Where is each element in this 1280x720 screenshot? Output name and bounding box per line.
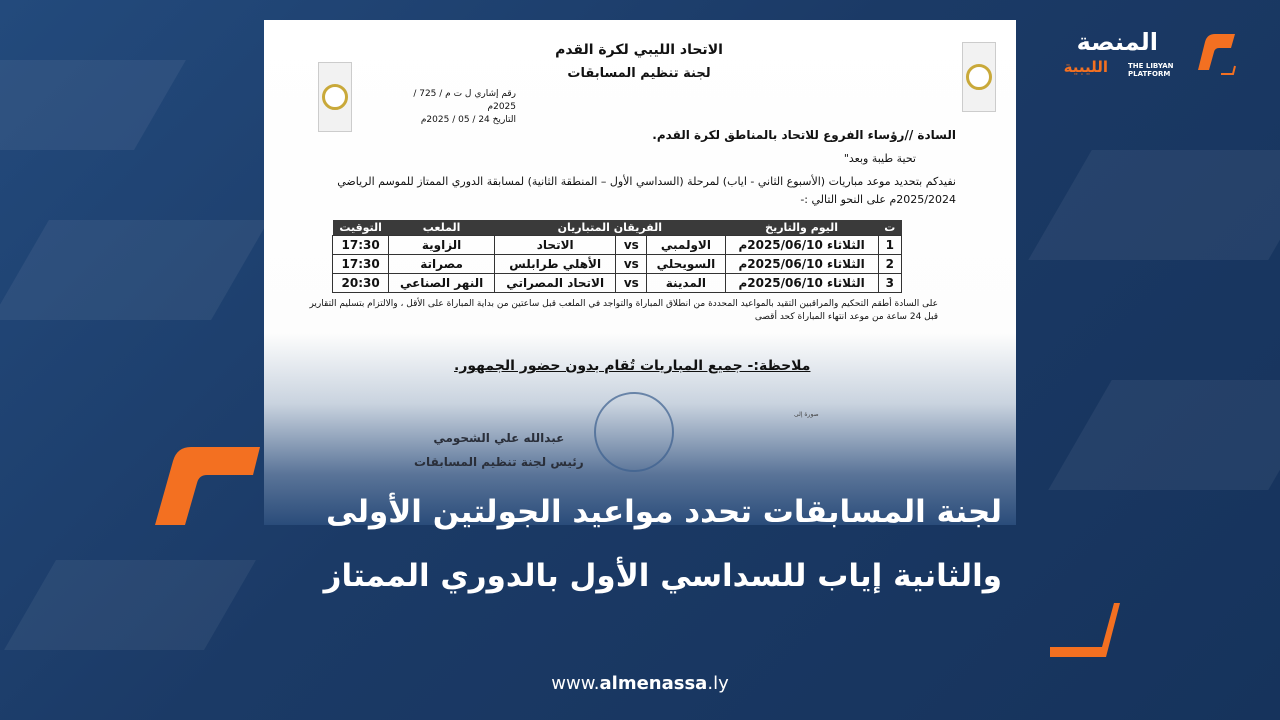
headline-line: لجنة المسابقات تحدد مواعيد الجولتين الأو… — [325, 494, 1002, 530]
brand-name-en: THE LIBYAN PLATFORM — [1128, 62, 1174, 78]
table-row: 1 الثلاثاء 2025/06/10م الاولمبي vs الاتحاد ال… — [331, 235, 903, 255]
brand-bracket-icon — [1198, 34, 1236, 75]
doc-body: 2025/2024م على النحو التالي :- — [800, 193, 956, 206]
doc-ref: رقم إشاري ل ت م / 725 / 2025م التاريخ 24 … — [413, 89, 516, 125]
doc-body: نفيدكم بتحديد موعد مباريات (الأسبوع الثا… — [337, 175, 956, 188]
orange-bracket-icon — [1050, 603, 1120, 657]
doc-cc: صورة إلى — [794, 411, 819, 418]
signature-block: عبدالله علي الشحومي رئيس لجنة تنظيم المسا… — [414, 431, 584, 469]
doc-org: الاتحاد الليبي لكرة القدم — [555, 42, 723, 58]
table-row: 2 الثلاثاء 2025/06/10م السويحلي vs الأهلي طر… — [331, 254, 903, 274]
stamp — [594, 392, 674, 472]
table-row: 3 الثلاثاء 2025/06/10م المدينة vs الاتحاد ال… — [331, 273, 903, 293]
doc-greeting: تحية طيبة وبعد" — [843, 152, 916, 165]
headline: لجنة المسابقات تحدد مواعيد الجولتين الأو… — [324, 480, 1002, 608]
federation-logo — [962, 42, 996, 112]
website-url[interactable]: www.almenassa.ly — [551, 673, 729, 694]
table-header: ت اليوم والتاريخ الفريقان المتباريان الملعب… — [332, 220, 902, 236]
orange-bracket-icon — [155, 447, 260, 525]
document-image: الاتحاد الليبي لكرة القدم لجنة تنظيم الم… — [264, 20, 1016, 525]
brand-logo: المنصة الليبية THE LIBYAN PLATFORM — [1048, 28, 1238, 83]
doc-addressee: السادة //رؤساء الفروع للاتحاد بالمناطق ل… — [652, 128, 956, 142]
doc-note: ملاحظة:- جميع المباريات تُقام بدون حضور … — [454, 358, 811, 374]
federation-logo — [318, 62, 352, 132]
headline-line: والثانية إياب للسداسي الأول بالدوري المم… — [323, 558, 1002, 594]
doc-instructions: على السادة أطقم التحكيم والمراقبين التقي… — [309, 299, 938, 322]
match-table: ت اليوم والتاريخ الفريقان المتباريان الملعب… — [331, 220, 903, 293]
brand-name-ar-sub: الليبية — [1063, 58, 1108, 76]
doc-committee: لجنة تنظيم المسابقات — [567, 66, 711, 81]
brand-name-ar: المنصة — [1076, 28, 1158, 56]
